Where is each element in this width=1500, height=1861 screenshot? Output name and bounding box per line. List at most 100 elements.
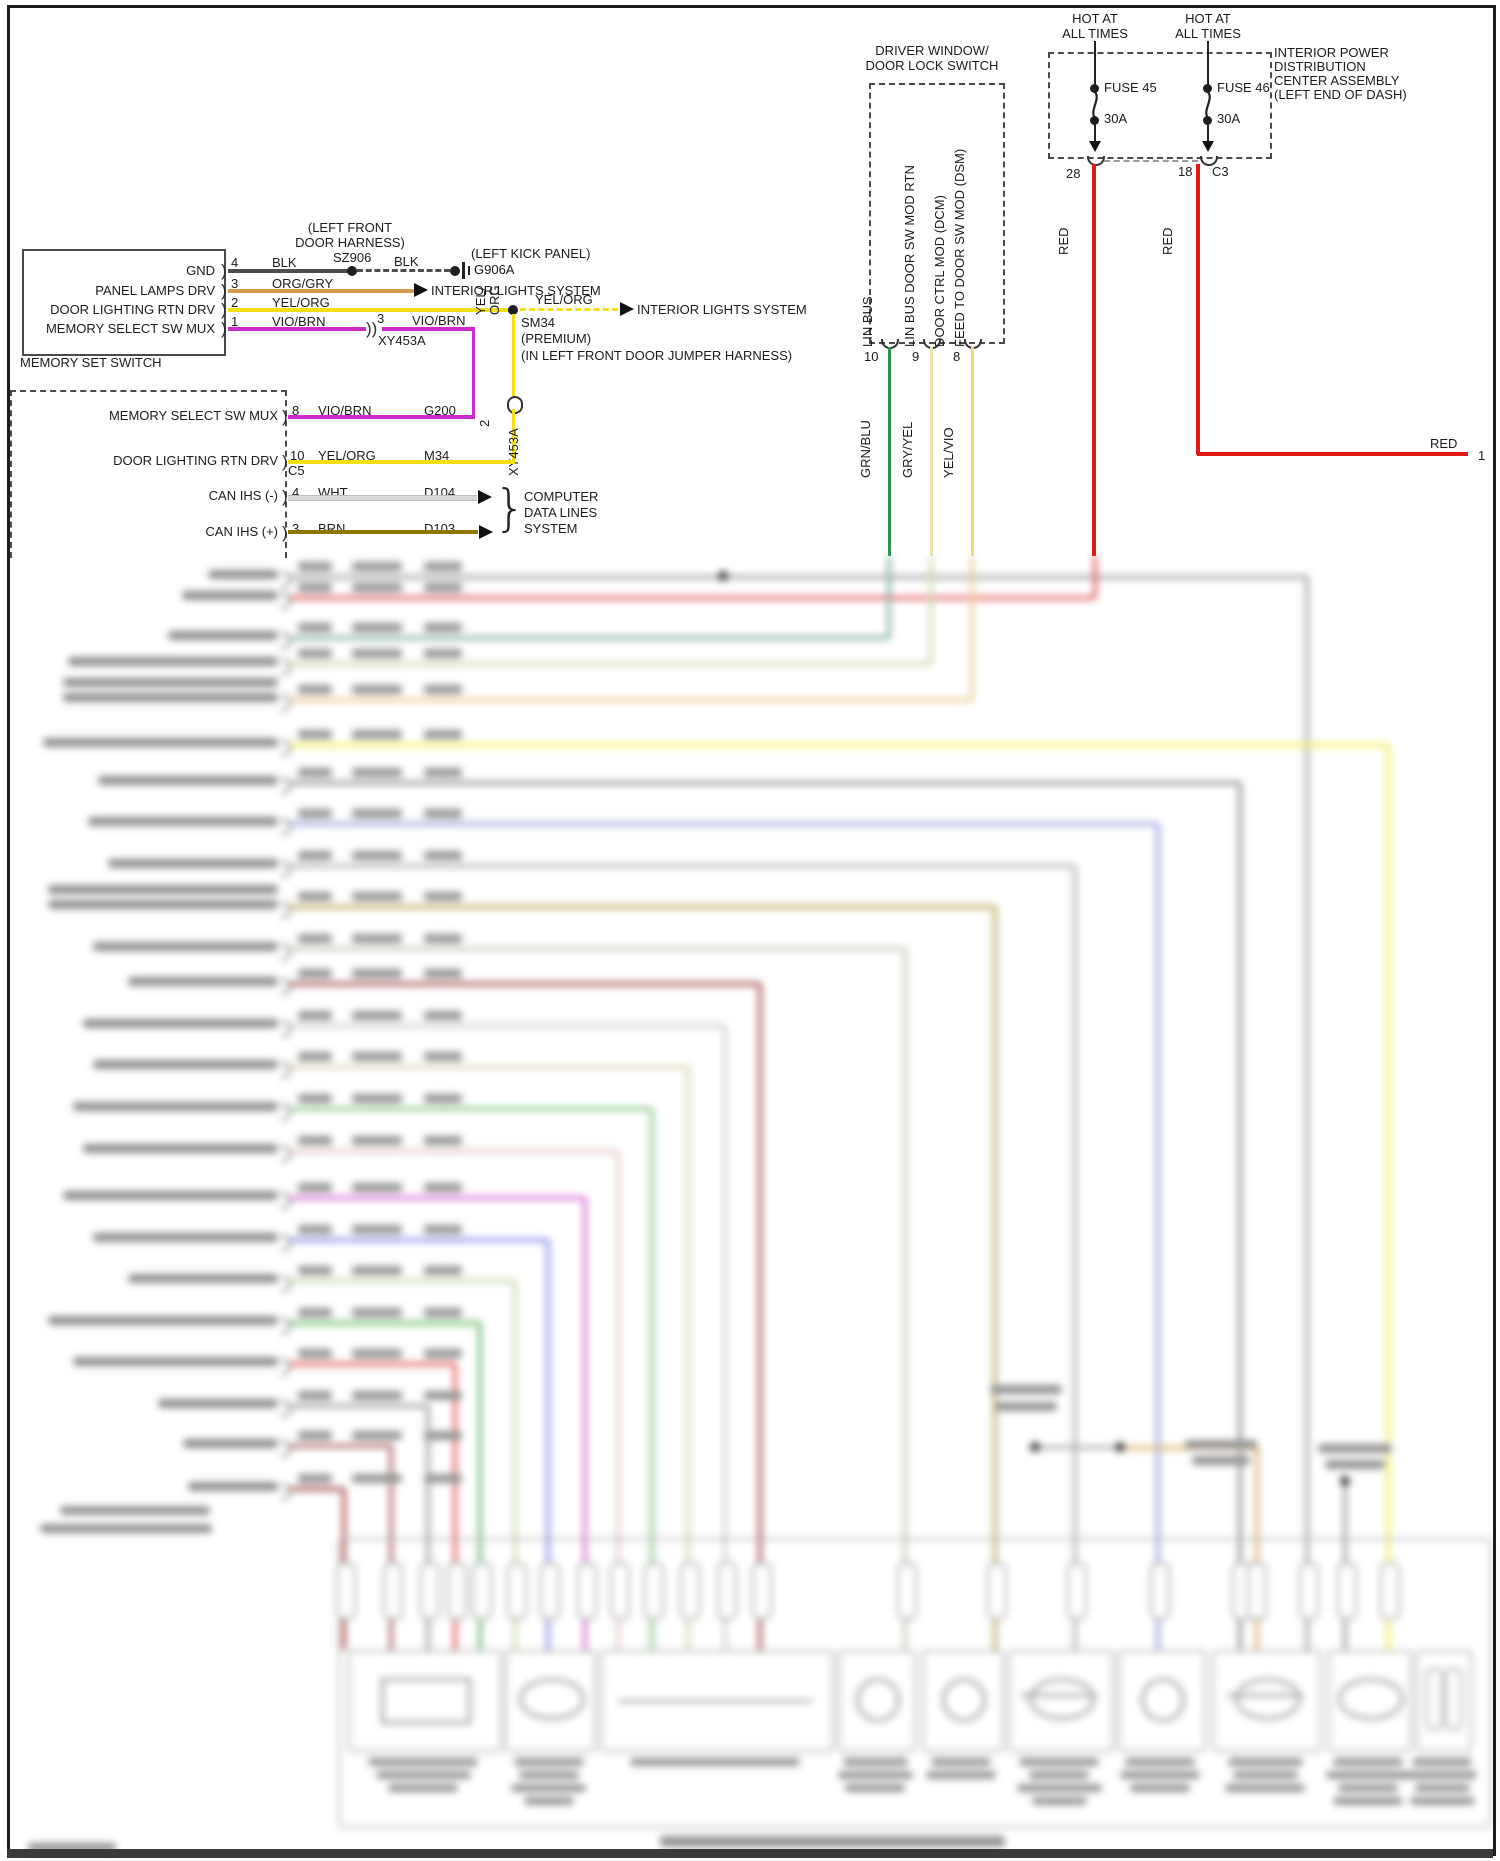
fuse-element-icon: [1205, 92, 1211, 118]
wire-label-blur: [43, 738, 278, 747]
power-distribution-box: [1048, 52, 1272, 159]
connector-arc: [1200, 156, 1218, 166]
wire-annotation-blur: [352, 1431, 402, 1440]
wire-label-blur: [83, 1144, 278, 1153]
connector-pill: [540, 1562, 560, 1620]
power-conn-c3: C3: [1212, 164, 1229, 179]
component-box: [1008, 1650, 1114, 1752]
connector-pill: [1337, 1562, 1357, 1620]
wire-label-blur: [68, 657, 278, 666]
wire-annotation-blur: [424, 809, 462, 818]
wire-v: [1305, 577, 1309, 1650]
wire-annotation-blur: [298, 562, 332, 571]
pin-arc-blur: [281, 861, 291, 877]
component-label-blur: [1016, 1784, 1102, 1792]
component-label-blur: [368, 1758, 478, 1766]
component-label-blur: [513, 1758, 584, 1766]
wire-label-blur: [73, 1102, 278, 1111]
wire-annotation-blur: [298, 934, 332, 943]
wire-label-blur: [93, 1233, 278, 1242]
wire-annotation-blur: [298, 892, 332, 901]
wire-annotation-blur: [424, 685, 462, 694]
pin-num-3: 3: [231, 276, 239, 291]
text-blur: [40, 1524, 212, 1533]
switch-signal-dsm: FEED TO DOOR SW MOD (DSM): [952, 148, 968, 347]
component-box: [348, 1650, 502, 1752]
wire-seg: [1035, 1446, 1120, 1449]
hot-at-label-2b: ALL TIMES: [1175, 26, 1241, 41]
component-label-blur: [1414, 1784, 1470, 1792]
text-blur: [28, 1843, 116, 1852]
wire-annotation-blur: [298, 1431, 332, 1440]
wire-label-blur: [83, 1019, 278, 1028]
component-box: [1416, 1650, 1472, 1752]
pin-arc: ): [221, 261, 227, 280]
ground-dot-g906a: [450, 266, 460, 276]
wire-annotation-blur: [352, 685, 402, 694]
blurred-diagram-region: [0, 556, 1500, 1861]
wire-h: [290, 743, 1388, 747]
wire-annotation-blur: [352, 809, 402, 818]
fuse45-label: FUSE 45: [1104, 80, 1157, 95]
wire-annotation-blur: [424, 1011, 462, 1020]
pin-arc: ): [282, 407, 288, 426]
wire-label-blur: [183, 1439, 278, 1448]
wire-v: [686, 1067, 690, 1650]
fuse-element-icon: [1092, 92, 1098, 118]
wire-name-yelvio: YEL/VIO: [941, 427, 957, 478]
left-kick-panel-note: (LEFT KICK PANEL): [471, 246, 591, 261]
connector-pill: [752, 1562, 772, 1620]
motor-line: [1227, 1694, 1303, 1697]
pin-arc-blur: [281, 979, 291, 995]
switch-pin-10: 10: [864, 349, 879, 364]
wire-annotation-blur: [352, 1474, 402, 1483]
component-outer-box: [338, 1538, 1492, 1828]
wire-h: [290, 1404, 428, 1408]
wire-label-blur: [63, 678, 278, 687]
connector-pill: [420, 1562, 440, 1620]
text-blur: [995, 1402, 1057, 1411]
wire-h: [290, 1149, 618, 1153]
connector-pill: [680, 1562, 700, 1620]
component-label-blur: [523, 1797, 574, 1805]
wire-annotation-blur: [298, 1266, 332, 1275]
wire-annotation-blur: [298, 1183, 332, 1192]
wire-label-blur: [63, 693, 278, 702]
fuse-feed-wire: [1093, 41, 1096, 86]
assembly-note-3: CENTER ASSEMBLY: [1274, 73, 1400, 88]
hot-at-label-1a: HOT AT: [1072, 11, 1118, 26]
component-label-blur: [1130, 1784, 1190, 1792]
wire-seg: [1255, 1446, 1259, 1650]
fuse-feed-wire: [1206, 41, 1209, 86]
wire-name-yelorg: YEL/ORG: [272, 295, 330, 310]
connector-pill: [1380, 1562, 1400, 1620]
interior-lights-label-1: INTERIOR LIGHTS SYSTEM: [431, 283, 601, 298]
switch-pin-9: 9: [912, 349, 920, 364]
wire-yelorg: [228, 308, 513, 312]
wire-annotation-blur: [298, 649, 332, 658]
connector-pill: [447, 1562, 467, 1620]
wire-annotation-blur: [352, 934, 402, 943]
pin-arc-blur: [281, 944, 291, 960]
pin-arc: ): [221, 319, 227, 338]
wire-grnblu: [887, 347, 891, 556]
wire-viobrn: [382, 327, 475, 331]
component-label-blur: [845, 1784, 905, 1792]
bus-line: [618, 1700, 812, 1703]
wire-blk: [228, 269, 352, 273]
wire-label-blur: [208, 570, 278, 579]
connector-xy453a-vertical: XY453A: [506, 428, 522, 476]
wire-viobrn-vertical: [471, 329, 475, 417]
assembly-note-1: INTERIOR POWER: [1274, 45, 1389, 60]
wire-h: [290, 1444, 391, 1448]
connector-pill: [1247, 1562, 1267, 1620]
wire-annotation-blur: [424, 969, 462, 978]
component-label-blur: [1412, 1758, 1472, 1766]
wire-name-blk: BLK: [272, 255, 297, 270]
wire-annotation-blur: [424, 1183, 462, 1192]
wire-annotation-blur: [424, 1136, 462, 1145]
wire-v: [478, 1323, 482, 1650]
wire-v: [650, 1109, 654, 1650]
wire-annotation-blur: [298, 1308, 332, 1317]
wire-yelorg-vertical: [511, 409, 515, 461]
